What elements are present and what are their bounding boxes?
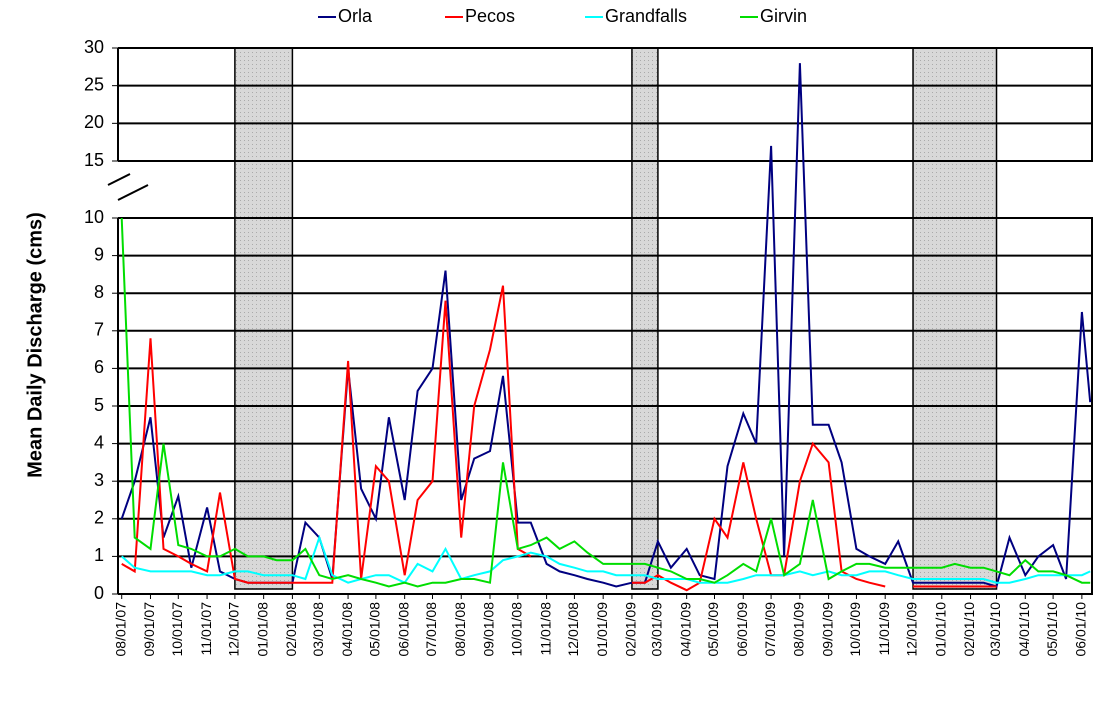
x-tick-label: 01/01/10 (932, 602, 948, 657)
y-tick-label: 2 (94, 508, 104, 528)
x-tick-label: 03/01/08 (310, 602, 326, 657)
x-tick-label: 05/01/09 (705, 602, 721, 657)
x-tick-label: 11/01/09 (876, 602, 892, 656)
x-tick-label: 04/01/10 (1016, 602, 1032, 657)
y-tick-label: 30 (84, 37, 104, 57)
y-tick-label: 0 (94, 583, 104, 603)
y-tick-label: 1 (94, 545, 104, 565)
break-mark (107, 173, 131, 186)
series-line (121, 534, 1091, 584)
x-tick-label: 12/01/08 (565, 602, 581, 657)
x-tick-label: 09/01/09 (819, 602, 835, 657)
legend-label: Orla (338, 6, 373, 26)
x-tick-label: 05/01/10 (1044, 602, 1060, 657)
legend-label: Girvin (760, 6, 807, 26)
y-axis-label: Mean Daily Discharge (cms) (24, 212, 46, 478)
x-tick-label: 10/01/09 (847, 602, 863, 657)
y-tick-label: 4 (94, 432, 104, 452)
shaded-period (912, 47, 998, 590)
x-tick-label: 05/01/08 (367, 602, 383, 657)
x-tick-label: 04/01/08 (339, 602, 355, 657)
break-mark (117, 184, 149, 201)
x-tick-label: 03/01/10 (987, 602, 1003, 657)
legend-label: Grandfalls (605, 6, 687, 26)
x-tick-label: 02/01/08 (283, 602, 299, 657)
series-line (120, 217, 1091, 588)
x-tick-label: 10/01/07 (169, 602, 185, 657)
y-tick-label: 7 (94, 320, 104, 340)
x-tick-label: 07/01/08 (423, 602, 439, 657)
x-tick-label: 08/01/07 (112, 602, 128, 657)
y-tick-label: 5 (94, 395, 104, 415)
x-tick-label: 08/01/09 (791, 602, 807, 657)
x-tick-label: 03/01/09 (649, 602, 665, 657)
x-tick-label: 01/01/08 (254, 602, 270, 657)
x-tick-label: 06/01/09 (734, 602, 750, 657)
x-tick-label: 12/01/09 (904, 602, 920, 657)
legend-label: Pecos (465, 6, 515, 26)
y-tick-label: 10 (84, 207, 104, 227)
x-tick-label: 01/01/09 (594, 602, 610, 657)
x-tick-label: 11/01/07 (198, 602, 214, 656)
x-tick-label: 11/01/08 (537, 602, 553, 656)
y-tick-label: 6 (94, 357, 104, 377)
y-tick-label: 3 (94, 470, 104, 490)
x-tick-label: 02/01/09 (623, 602, 639, 657)
x-tick-label: 06/01/10 (1073, 602, 1089, 657)
x-tick-label: 02/01/10 (961, 602, 977, 657)
x-tick-label: 06/01/08 (395, 602, 411, 657)
x-tick-label: 12/01/07 (226, 602, 242, 657)
y-tick-label: 25 (84, 74, 104, 94)
x-tick-label: 08/01/08 (452, 602, 468, 657)
y-tick-label: 20 (84, 112, 104, 132)
shaded-period (234, 47, 294, 590)
x-tick-label: 07/01/09 (762, 602, 778, 657)
shaded-period (631, 47, 659, 590)
x-tick-label: 10/01/08 (509, 602, 525, 657)
x-tick-label: 04/01/09 (677, 602, 693, 657)
y-tick-label: 9 (94, 244, 104, 264)
y-tick-label: 8 (94, 282, 104, 302)
x-tick-label: 09/01/08 (481, 602, 497, 657)
y-tick-label: 15 (84, 150, 104, 170)
x-tick-label: 09/01/07 (141, 602, 157, 657)
